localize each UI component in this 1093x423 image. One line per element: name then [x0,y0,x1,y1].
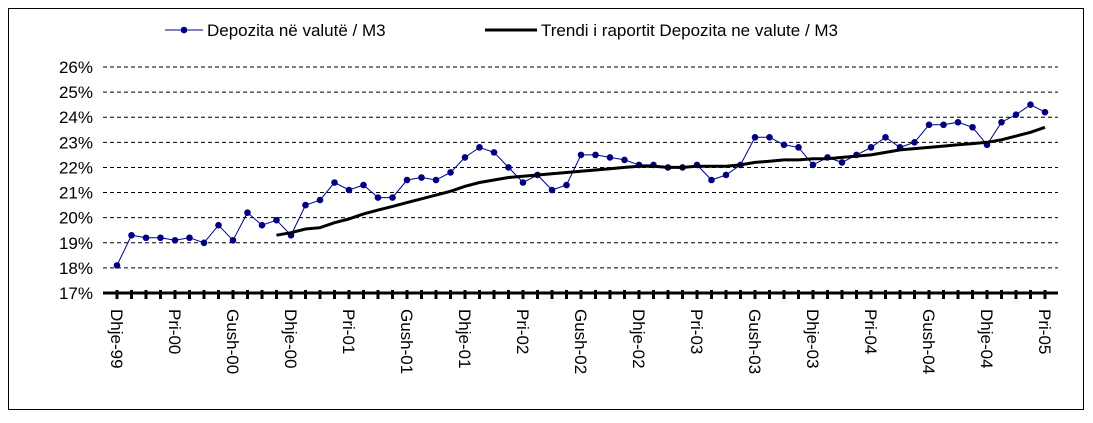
x-tick-label: Pri-05 [1035,309,1054,354]
data-point [476,144,483,151]
x-tick-label: Gush-01 [397,309,416,374]
data-point [461,154,469,161]
data-point [708,176,715,184]
data-point [447,169,454,176]
x-tick-label: Pri-02 [513,309,532,354]
y-tick-label: 23% [59,133,93,152]
data-point [302,201,309,209]
data-point [969,123,976,131]
x-tick-label: Dhje-01 [455,309,474,369]
data-point [592,151,599,159]
x-tick-label: Gush-03 [745,309,764,374]
y-tick-label: 22% [59,158,93,177]
data-point [925,121,933,129]
y-tick-label: 19% [59,234,93,253]
legend-marker [180,26,188,34]
data-point [418,174,425,181]
x-tick-label: Pri-01 [339,309,358,354]
y-tick-label: 18% [59,259,93,278]
data-point [360,181,367,189]
y-tick-label: 17% [59,284,93,303]
x-tick-label: Dhje-03 [803,309,822,369]
data-point [751,134,759,141]
data-point [186,234,193,242]
data-point [911,139,918,146]
series-line [276,125,1046,237]
data-point [795,144,802,151]
y-tick-label: 24% [59,108,93,127]
series-line [116,104,1046,266]
data-point [229,236,237,244]
x-tick-label: Pri-03 [687,309,706,354]
data-point [1012,111,1020,119]
data-point [998,118,1005,126]
legend-item: Trendi i raportit Depozita ne valute / M… [485,21,838,40]
data-point [432,176,440,184]
data-point [215,221,222,229]
data-point [331,179,338,186]
data-point [548,186,556,194]
data-point [389,194,396,201]
data-point [1027,101,1034,108]
data-point [606,154,614,161]
x-tick-label: Pri-04 [861,309,880,354]
data-point [273,216,280,224]
chart-border [8,8,1084,410]
data-point [200,239,208,247]
x-tick-label: Dhje-04 [977,309,996,369]
data-point [345,186,353,194]
data-point [142,234,150,242]
x-tick-label: Dhje-99 [107,309,126,369]
data-point [258,221,266,229]
x-tick-label: Gush-04 [919,309,938,374]
legend-label: Trendi i raportit Depozita ne valute / M… [541,21,838,40]
data-point [780,141,788,149]
data-point [244,209,251,216]
y-tick-label: 26% [59,58,93,77]
data-point [954,118,962,126]
data-point [374,194,382,201]
legend-item: Depozita në valutë / M3 [165,21,386,40]
data-point [577,151,585,159]
data-point [838,159,846,166]
data-point [809,161,817,169]
data-point [403,176,411,184]
data-point [519,179,527,186]
data-point [867,144,875,151]
data-point [1041,108,1049,116]
legend-label: Depozita në valutë / M3 [207,21,386,40]
data-point [722,171,730,179]
data-point [621,156,628,164]
x-tick-label: Gush-02 [571,309,590,374]
x-tick-label: Pri-00 [165,309,184,354]
data-point [490,149,498,156]
data-point [171,236,179,244]
data-point [766,134,773,141]
data-point [940,121,947,129]
data-point [316,196,324,204]
data-point [563,181,570,189]
data-point [113,262,121,269]
x-tick-label: Dhje-02 [629,309,648,369]
y-tick-label: 25% [59,83,93,102]
y-tick-label: 20% [59,209,93,228]
data-point [882,134,889,141]
y-tick-label: 21% [59,184,93,203]
x-tick-label: Gush-00 [223,309,242,374]
data-point [157,234,164,242]
x-tick-label: Dhje-00 [281,309,300,369]
data-point [505,164,512,171]
data-point [128,231,135,239]
